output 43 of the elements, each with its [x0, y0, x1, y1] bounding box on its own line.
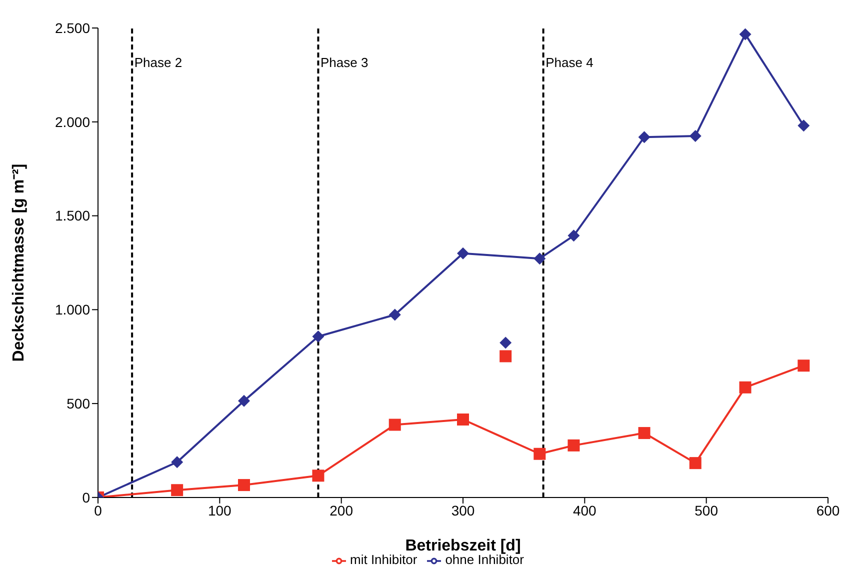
y-tick-label: 2.500 — [54, 20, 90, 36]
y-tick-label: 1.500 — [54, 208, 90, 224]
x-tick-label: 100 — [208, 502, 232, 518]
x-tick-label: 500 — [694, 502, 718, 518]
point — [798, 120, 810, 132]
y-tick-label: 0 — [82, 489, 90, 506]
point — [500, 350, 512, 362]
point — [238, 394, 250, 407]
point — [388, 308, 401, 321]
point — [500, 336, 512, 349]
x-tick-label: 200 — [330, 502, 354, 518]
point — [568, 230, 580, 242]
point — [798, 360, 810, 372]
point — [689, 457, 702, 470]
point — [534, 252, 546, 265]
y-tick-label: 1.000 — [54, 302, 90, 318]
ref-line-label: Phase 3 — [320, 55, 368, 70]
ref-line-label: Phase 2 — [134, 55, 182, 70]
point — [638, 427, 650, 440]
y-tick-label: 2.000 — [54, 114, 90, 130]
point — [534, 448, 546, 460]
ref-line-label: Phase 4 — [546, 55, 594, 70]
x-tick-label: 0 — [94, 502, 102, 518]
point — [739, 28, 752, 40]
point — [739, 381, 752, 394]
legend-label: mit Inhibitor — [350, 552, 418, 568]
x-tick-label: 400 — [572, 502, 597, 518]
y-tick-label: 500 — [66, 396, 90, 412]
point — [457, 414, 469, 426]
x-axis-title: Betriebszeit [d] — [405, 537, 521, 554]
x-tick-label: 300 — [451, 502, 475, 518]
point — [312, 470, 324, 482]
x-tick-label: 600 — [816, 502, 840, 518]
point — [238, 479, 250, 492]
point — [568, 439, 580, 452]
point — [689, 130, 702, 142]
point — [388, 418, 401, 431]
point — [171, 456, 184, 468]
point — [638, 131, 650, 144]
point — [457, 247, 469, 260]
y-axis-title: Deckschichtmasse [g m⁻²] — [10, 164, 28, 362]
point — [171, 484, 184, 496]
point — [312, 330, 324, 343]
